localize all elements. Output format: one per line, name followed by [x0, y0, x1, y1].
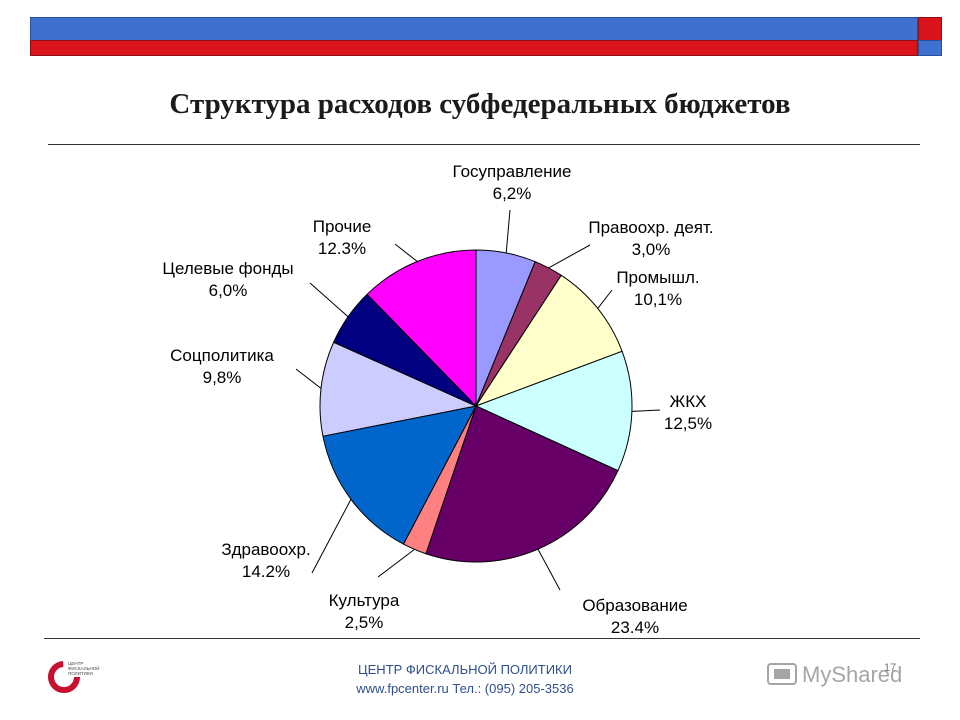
slice-value-label: 12.3% — [318, 239, 366, 258]
slice-label: Прочие — [313, 217, 372, 236]
slice-label: Госуправление — [453, 162, 572, 181]
svg-text:MyShared: MyShared — [802, 662, 902, 687]
slice-value-label: 6,0% — [209, 281, 248, 300]
slice-value-label: 12,5% — [664, 414, 712, 433]
page-number: 17 — [884, 662, 897, 674]
svg-text:ЦЕНТР: ЦЕНТР — [68, 661, 83, 666]
slice-value-label: 14.2% — [242, 562, 290, 581]
center-logo: ЦЕНТР ФИСКАЛЬНОЙ ПОЛИТИКИ — [48, 661, 100, 693]
pie-slice — [319, 341, 478, 437]
footer-organization: ЦЕНТР ФИСКАЛЬНОЙ ПОЛИТИКИ — [358, 662, 572, 677]
footer-divider — [44, 638, 920, 639]
slice-value-label: 23.4% — [611, 618, 659, 637]
svg-text:ФИСКАЛЬНОЙ: ФИСКАЛЬНОЙ — [68, 664, 100, 671]
myshared-watermark: MyShared — [767, 662, 902, 687]
leader-line — [597, 289, 613, 309]
slice-label: Целевые фонды — [162, 259, 293, 278]
leader-line — [537, 548, 561, 591]
header-corner-blue — [918, 40, 942, 56]
pie-slice — [474, 274, 623, 408]
slide-title: Структура расходов субфедеральных бюджет… — [169, 88, 791, 120]
svg-text:ПОЛИТИКИ: ПОЛИТИКИ — [68, 671, 93, 676]
leader-line — [377, 548, 415, 578]
slice-label: Промышл. — [616, 268, 699, 287]
slice-value-label: 6,2% — [493, 184, 532, 203]
footer-contact: www.fpcenter.ru Тел.: (095) 205-3536 — [356, 681, 574, 696]
slice-label: Образование — [582, 596, 687, 615]
pie-slice — [425, 405, 619, 563]
leader-line — [394, 243, 418, 262]
slice-value-label: 10,1% — [634, 290, 682, 309]
leader-line — [309, 282, 349, 318]
title-divider — [48, 144, 920, 145]
leader-line — [505, 209, 511, 253]
slice-label: Здравоохр. — [221, 540, 310, 559]
slice-label: Соцполитика — [170, 346, 274, 365]
leader-line — [631, 409, 661, 412]
header-bar-red — [30, 40, 918, 56]
slice-label: ЖКХ — [670, 392, 707, 411]
slice-label: Правоохр. деят. — [588, 218, 713, 237]
slice-value-label: 2,5% — [345, 613, 384, 632]
slice-label: Культура — [329, 591, 400, 610]
leader-line — [548, 244, 591, 269]
leader-line — [311, 499, 352, 574]
leader-line — [295, 368, 322, 389]
slice-value-label: 3,0% — [632, 240, 671, 259]
slice-value-label: 9,8% — [203, 368, 242, 387]
